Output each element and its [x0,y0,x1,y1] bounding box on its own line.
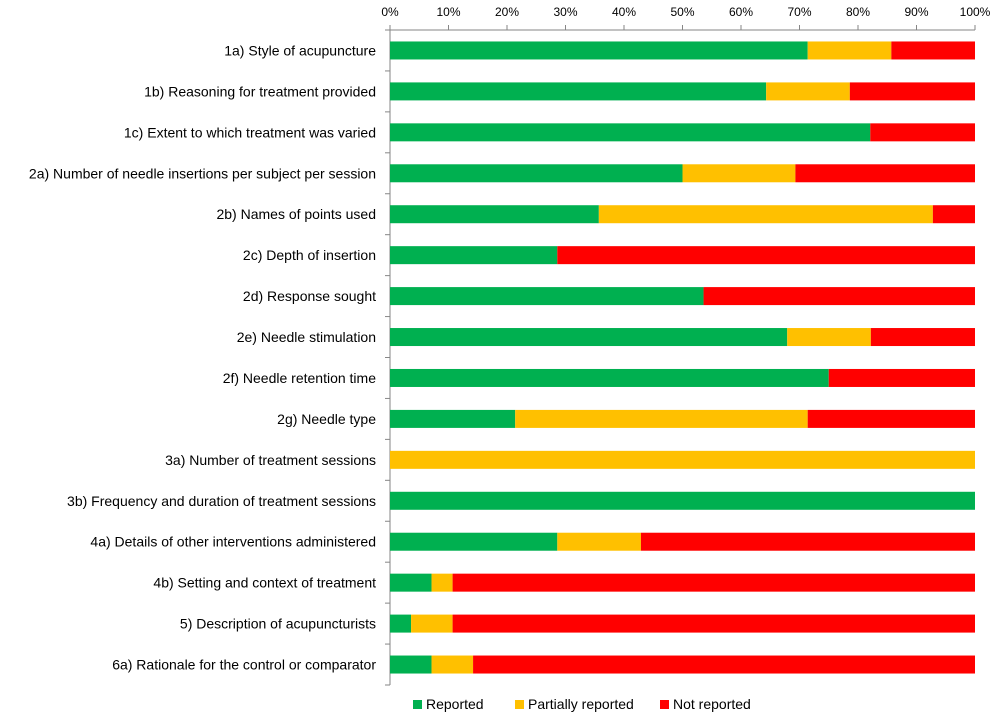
bar-segment-not-reported [795,164,975,183]
x-tick-label: 30% [553,5,577,19]
category-label: 3a) Number of treatment sessions [165,452,376,468]
bar-segment-reported [390,328,788,347]
category-label: 1b) Reasoning for treatment provided [144,83,376,99]
bar-segment-not-reported [807,409,975,428]
bar-segment-not-reported [828,368,975,387]
bar-segment-reported [390,123,871,142]
category-label: 6a) Rationale for the control or compara… [112,657,376,673]
legend-label: Reported [426,696,484,712]
bar-segment-partially-reported [431,573,453,592]
bar-segment-reported [390,573,432,592]
category-label: 5) Description of acupuncturists [180,616,376,632]
bar-segment-partially-reported [557,532,641,551]
category-label: 2f) Needle retention time [223,370,377,386]
bar-segment-partially-reported [411,614,453,633]
bar-segment-reported [390,532,558,551]
category-label: 3b) Frequency and duration of treatment … [67,493,376,509]
category-label: 1a) Style of acupuncture [224,42,376,58]
bar-segment-not-reported [849,82,975,101]
x-tick-label: 80% [846,5,870,19]
bar-segment-not-reported [640,532,975,551]
x-tick-label: 40% [612,5,636,19]
bar-segment-reported [390,491,975,510]
bar-segment-partially-reported [598,205,933,224]
bar-segment-not-reported [452,573,976,592]
bar-segment-reported [390,287,704,306]
x-tick-label: 60% [729,5,753,19]
legend-label: Not reported [673,696,751,712]
category-label: 2e) Needle stimulation [237,329,376,345]
bar-segment-partially-reported [807,41,892,60]
category-label: 4a) Details of other interventions admin… [90,534,376,550]
x-tick-label: 100% [960,5,991,19]
category-label: 2c) Depth of insertion [243,247,376,263]
bar-segment-not-reported [557,246,975,265]
category-label: 2d) Response sought [243,288,376,304]
bar-segment-partially-reported [766,82,850,101]
bar-segment-partially-reported [787,328,871,347]
bar-segment-reported [390,614,412,633]
bar-segment-not-reported [870,123,975,142]
x-tick-label: 0% [381,5,399,19]
bar-segment-partially-reported [515,409,808,428]
legend-label: Partially reported [528,696,634,712]
bar-segment-not-reported [870,328,975,347]
x-tick-label: 10% [436,5,460,19]
bar-segment-reported [390,368,829,387]
bar-segment-reported [390,41,808,60]
bar-segment-partially-reported [431,655,474,674]
x-tick-label: 70% [787,5,811,19]
category-label: 2a) Number of needle insertions per subj… [29,165,376,181]
bar-segment-reported [390,246,558,265]
x-tick-label: 90% [904,5,928,19]
legend-swatch [515,700,524,709]
category-label: 1c) Extent to which treatment was varied [124,124,376,140]
bar-segment-reported [390,205,599,224]
bar-segment-reported [390,409,516,428]
x-tick-label: 20% [495,5,519,19]
x-tick-label: 50% [670,5,694,19]
category-label: 2g) Needle type [277,411,376,427]
legend-swatch [660,700,669,709]
bar-segment-not-reported [703,287,975,306]
bar-segment-reported [390,655,432,674]
legend-swatch [413,700,422,709]
bar-segment-not-reported [452,614,976,633]
bar-segment-partially-reported [390,450,975,469]
category-label: 4b) Setting and context of treatment [153,575,376,591]
bar-segment-partially-reported [682,164,796,183]
bar-segment-not-reported [932,205,975,224]
bar-segment-not-reported [891,41,975,60]
bar-segment-reported [390,164,683,183]
bar-segment-reported [390,82,767,101]
bar-segment-not-reported [473,655,975,674]
category-label: 2b) Names of points used [216,206,376,222]
